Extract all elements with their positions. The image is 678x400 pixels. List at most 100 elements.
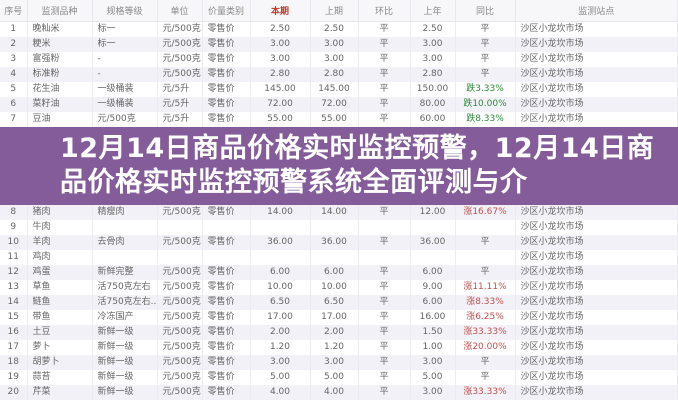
cell-spec: 去骨肉 [92,234,158,250]
table-row[interactable]: 1 晚籼米 标一 元/500克 零售价 2.50 2.50 平 2.50 平沙区小龙坎市场 [0,21,678,37]
cell-yoy: 跌10.00% [455,96,516,112]
cell-previous: 14.00 [310,204,359,220]
table-row[interactable]: 7 豆油 元/500克 元/5升 零售价 55.00 55.00 平 60.00 跌8.33% 沙区… [0,111,678,127]
cell-item: 标准粉 [27,66,93,82]
table-row[interactable]: 14 鲢鱼 活750克左右... 元/500克 零售价 6.50 6.50 平 6.00 涨8.3… [0,294,678,310]
cell-last-year: 1.50 [410,324,456,340]
cell-mom: 平 [358,354,411,370]
cell-unit: 元/5升 [157,111,203,127]
cell-mom: 平 [358,264,411,280]
cell-previous: 36.00 [310,234,359,250]
cell-price-type: 零售价 [202,66,251,82]
header-current[interactable]: 本期 [250,0,311,22]
header-yoy[interactable]: 同比 [455,0,516,22]
table-row[interactable]: 9 牛肉 沙区小龙坎市场 [0,219,678,235]
cell-station: 沙区小龙坎市场 [515,249,678,265]
cell-index: 1 [0,21,28,37]
header-spec[interactable]: 规格等级 [92,0,158,22]
cell-index: 4 [0,66,28,82]
table-row[interactable]: 12 鸡蛋 新鲜完整 元/500克 零售价 6.00 6.00 平 6.00 平沙区小龙坎市场 [0,264,678,280]
cell-current: 2.80 [250,66,311,82]
cell-item: 晚籼米 [27,21,93,37]
header-station[interactable]: 监测站点 [515,0,678,22]
cell-station: 沙区小龙坎市场 [515,96,678,112]
cell-current: 36.00 [250,234,311,250]
cell-mom: 平 [358,294,411,310]
cell-station: 沙区小龙坎市场 [515,219,678,235]
table-row[interactable]: 17 萝卜 新鲜一级 元/500克 零售价 1.20 1.20 平 1.00 涨20.00% 沙区小… [0,339,678,355]
cell-index: 17 [0,339,28,355]
cell-station: 沙区小龙坎市场 [515,324,678,340]
cell-previous: 6.00 [310,264,359,280]
cell-price-type: 零售价 [202,369,251,385]
cell-price-type [202,219,251,235]
cell-previous: 1.20 [310,339,359,355]
cell-index: 16 [0,324,28,340]
cell-item: 草鱼 [27,279,93,295]
table-row[interactable]: 11 鸡肉 沙区小龙坎市场 [0,249,678,265]
cell-current: 3.00 [250,354,311,370]
table-row[interactable]: 2 粳米 标一 元/500克 零售价 3.00 3.00 平 3.00 平沙区小龙坎市场 [0,36,678,52]
header-unit[interactable]: 单位 [157,0,203,22]
table-row[interactable]: 3 富强粉 - 元/500克 零售价 3.00 3.00 平 3.00 平沙区小龙坎市场 [0,51,678,67]
cell-price-type: 零售价 [202,354,251,370]
cell-station: 沙区小龙坎市场 [515,21,678,37]
cell-spec: 新鲜一级 [92,324,158,340]
table-row[interactable]: 16 土豆 新鲜一级 元/500克 零售价 2.00 2.00 平 1.50 涨33.33% 沙区小… [0,324,678,340]
cell-mom: 平 [358,309,411,325]
cell-index: 7 [0,111,28,127]
table-row[interactable]: 10 羊肉 去骨肉 元/500克 零售价 36.00 36.00 平 36.00 平沙区小龙坎市场 [0,234,678,250]
cell-index: 12 [0,264,28,280]
table-row[interactable]: 5 花生油 一级桶装 元/5升 零售价 145.00 145.00 平 150.00 跌3.33%… [0,81,678,97]
cell-yoy: 平 [455,21,516,37]
cell-index: 15 [0,309,28,325]
header-last-year[interactable]: 上年 [410,0,456,22]
table-row[interactable]: 4 标准粉 - 元/500克 零售价 2.80 2.80 平 2.80 平沙区小龙坎市场 [0,66,678,82]
table-row[interactable]: 19 蒜苔 新鲜一级 元/500克 零售价 5.00 5.00 平 5.00 平沙区小龙坎市场 [0,369,678,385]
cell-spec: 标一 [92,21,158,37]
header-price-type[interactable]: 价量类别 [202,0,251,22]
table-row[interactable]: 20 芹菜 新鲜一级 元/500克 零售价 4.00 4.00 平 3.00 涨33.33% 沙区小… [0,384,678,400]
cell-price-type: 零售价 [202,36,251,52]
cell-item: 粳米 [27,36,93,52]
cell-previous [310,249,359,265]
cell-yoy: 涨33.33% [455,384,516,400]
cell-unit: 元/500克 [157,294,203,310]
cell-price-type: 零售价 [202,384,251,400]
cell-current: 3.00 [250,51,311,67]
overlay-title: 12月14日商品价格实时监控预警，12月14日商品价格实时监控预警系统全面评测与… [60,132,655,198]
cell-station: 沙区小龙坎市场 [515,309,678,325]
table-row[interactable]: 8 猪肉 精瘦肉 元/500克 零售价 14.00 14.00 平 12.00 涨16.67% 沙区… [0,204,678,220]
table-row[interactable]: 18 胡萝卜 新鲜一级 元/500克 零售价 3.00 3.00 平 3.00 平沙区小龙坎市场 [0,354,678,370]
cell-index: 5 [0,81,28,97]
cell-item: 豆油 [27,111,93,127]
table-row[interactable]: 13 草鱼 活750克左右 元/500克 零售价 10.00 10.00 平 9.00 涨11.1… [0,279,678,295]
cell-unit: 元/500克 [157,264,203,280]
cell-spec: 精瘦肉 [92,204,158,220]
table-row[interactable]: 15 带鱼 冷冻国产 元/500克 零售价 17.00 17.00 平 16.00 涨6.25% 沙… [0,309,678,325]
header-index[interactable]: 序号 [0,0,28,22]
cell-previous: 3.00 [310,354,359,370]
table-row[interactable]: 6 菜籽油 一级桶装 元/5升 零售价 72.00 72.00 平 80.00 跌10.00% 沙区… [0,96,678,112]
cell-item: 鲢鱼 [27,294,93,310]
cell-spec: 新鲜一级 [92,354,158,370]
cell-yoy [455,219,516,235]
cell-index: 3 [0,51,28,67]
cell-station: 沙区小龙坎市场 [515,279,678,295]
cell-previous: 3.00 [310,51,359,67]
cell-yoy: 跌3.33% [455,81,516,97]
cell-yoy: 涨11.11% [455,279,516,295]
cell-previous: 5.00 [310,369,359,385]
header-previous[interactable]: 上期 [310,0,359,22]
cell-current: 6.50 [250,294,311,310]
cell-current: 4.00 [250,384,311,400]
cell-price-type: 零售价 [202,204,251,220]
cell-current: 5.00 [250,369,311,385]
cell-index: 11 [0,249,28,265]
cell-unit: 元/500克 [157,234,203,250]
cell-previous: 17.00 [310,309,359,325]
header-mom[interactable]: 环比 [358,0,411,22]
header-item[interactable]: 监测品种 [27,0,93,22]
cell-unit [157,219,203,235]
cell-price-type: 零售价 [202,111,251,127]
